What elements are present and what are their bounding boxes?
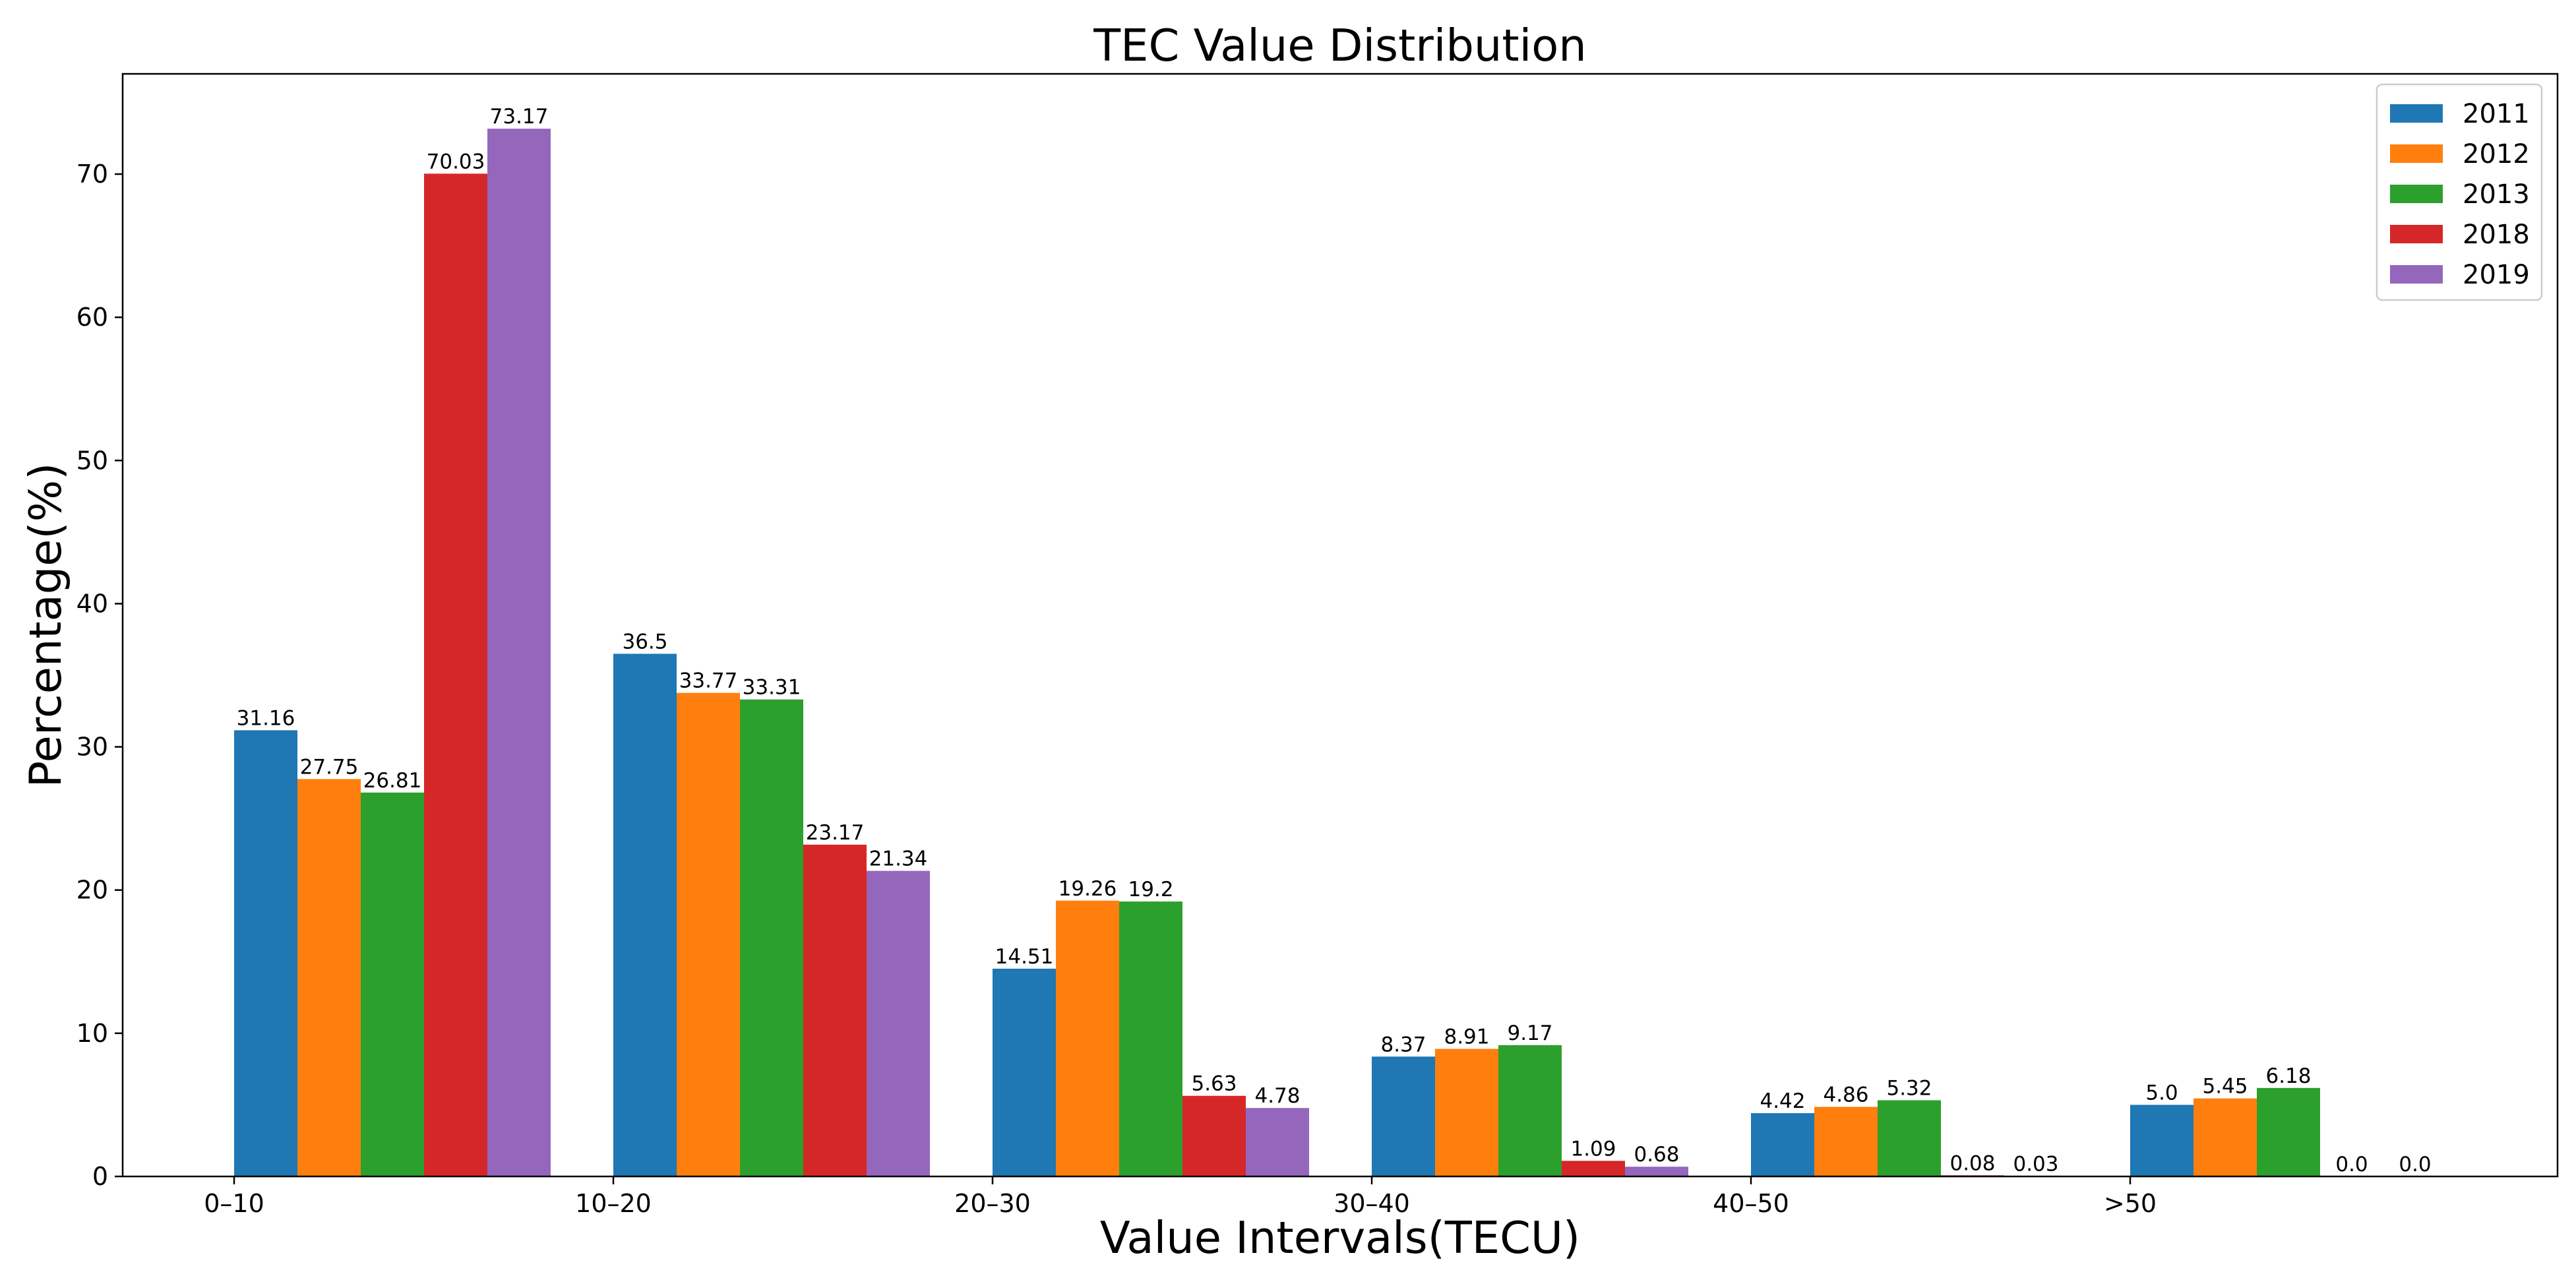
- y-tick-label: 10: [77, 1019, 108, 1048]
- bar-2019-0: [487, 129, 551, 1176]
- y-axis: 0 10 20 30 40 50 60 70: [77, 160, 123, 1191]
- data-label: 21.34: [869, 847, 928, 871]
- bar-2013-5: [2257, 1087, 2320, 1176]
- data-label: 6.18: [2265, 1064, 2311, 1088]
- data-label: 5.0: [2145, 1081, 2178, 1105]
- data-label: 36.5: [622, 630, 667, 654]
- bar-2011-3: [1372, 1056, 1435, 1176]
- data-label: 4.78: [1254, 1084, 1300, 1108]
- legend-label-2013: 2013: [2463, 179, 2530, 210]
- data-label: 23.17: [806, 821, 865, 845]
- y-tick-label: 50: [77, 446, 108, 475]
- legend-label-2011: 2011: [2463, 99, 2530, 129]
- bar-2013-0: [361, 792, 424, 1176]
- bar-2011-2: [993, 968, 1056, 1176]
- x-axis-title: Value Intervals(TECU): [1100, 1212, 1580, 1263]
- bar-2011-0: [234, 730, 297, 1176]
- x-tick-label: 40–50: [1713, 1189, 1789, 1218]
- bar-2013-4: [1878, 1100, 1941, 1176]
- bar-2018-0: [424, 173, 487, 1176]
- bar-2013-3: [1498, 1045, 1562, 1176]
- y-axis-title: Percentage(%): [20, 463, 71, 788]
- legend-swatch-2018: [2390, 225, 2443, 243]
- legend-swatch-2011: [2390, 104, 2443, 123]
- y-tick-label: 60: [77, 303, 108, 332]
- data-label: 5.45: [2202, 1075, 2248, 1099]
- data-label: 4.42: [1760, 1089, 1805, 1113]
- y-tick-label: 70: [77, 160, 108, 189]
- y-tick-label: 30: [77, 733, 108, 762]
- data-label: 19.26: [1058, 877, 1117, 901]
- data-label: 26.81: [363, 769, 422, 793]
- data-label: 8.37: [1380, 1033, 1426, 1056]
- chart-title: TEC Value Distribution: [1093, 20, 1587, 71]
- bar-2012-5: [2193, 1098, 2257, 1176]
- plot-frame: [121, 73, 2559, 1178]
- x-tick-label: >50: [2104, 1189, 2157, 1218]
- data-label: 70.03: [427, 150, 485, 173]
- x-tick-label: 10–20: [575, 1189, 652, 1218]
- data-label: 14.51: [995, 945, 1054, 969]
- data-label: 0.0: [2335, 1153, 2368, 1176]
- bar-2012-3: [1435, 1049, 1498, 1176]
- data-label: 73.17: [490, 105, 549, 129]
- data-label: 5.32: [1886, 1076, 1932, 1100]
- y-tick-label: 20: [77, 876, 108, 905]
- bar-2012-1: [677, 692, 740, 1176]
- legend: 2011 2012 2013 2018 2019: [2376, 83, 2543, 301]
- data-label: 31.16: [237, 706, 295, 730]
- bar-2019-3: [1625, 1167, 1688, 1176]
- x-tick-label: 0–10: [204, 1189, 264, 1218]
- bar-2012-4: [1814, 1107, 1878, 1176]
- data-label: 4.86: [1823, 1083, 1868, 1107]
- y-tick-label: 0: [92, 1162, 108, 1191]
- data-label: 9.17: [1507, 1021, 1552, 1045]
- bar-2018-3: [1562, 1161, 1625, 1176]
- legend-swatch-2019: [2390, 265, 2443, 284]
- x-axis: 0–10 10–20 20–30 30–40 40–50 >50: [204, 1176, 2157, 1218]
- data-label: 0.0: [2399, 1153, 2431, 1176]
- bars-layer: [234, 129, 2320, 1176]
- legend-swatch-2012: [2390, 144, 2443, 163]
- data-label: 1.09: [1570, 1137, 1616, 1161]
- data-label: 33.31: [743, 676, 801, 700]
- data-label: 0.03: [2013, 1152, 2058, 1176]
- x-tick-label: 30–40: [1334, 1189, 1410, 1218]
- x-tick-label: 20–30: [954, 1189, 1031, 1218]
- data-label: 5.63: [1191, 1072, 1237, 1096]
- bar-2012-2: [1056, 900, 1119, 1176]
- bar-2013-1: [740, 699, 803, 1176]
- legend-box: [2376, 83, 2543, 301]
- legend-swatch-2013: [2390, 185, 2443, 203]
- legend-label-2019: 2019: [2463, 260, 2530, 290]
- bar-2011-1: [613, 654, 677, 1176]
- data-label: 0.68: [1634, 1143, 1679, 1167]
- bar-2019-2: [1246, 1108, 1309, 1176]
- bar-2019-1: [867, 870, 930, 1176]
- bar-2011-4: [1751, 1113, 1814, 1176]
- bar-2012-0: [297, 779, 361, 1176]
- bar-2018-2: [1182, 1095, 1246, 1176]
- bar-2018-1: [803, 844, 867, 1176]
- bar-2011-5: [2130, 1105, 2193, 1176]
- data-label: 8.91: [1444, 1025, 1489, 1049]
- legend-label-2012: 2012: [2463, 139, 2530, 169]
- data-label: 33.77: [679, 669, 738, 693]
- data-label: 19.2: [1128, 878, 1173, 901]
- data-label: 0.08: [1949, 1151, 1995, 1175]
- bar-2013-2: [1119, 901, 1182, 1176]
- data-label: 27.75: [300, 755, 359, 779]
- y-tick-label: 40: [77, 589, 108, 618]
- legend-label-2018: 2018: [2463, 220, 2530, 250]
